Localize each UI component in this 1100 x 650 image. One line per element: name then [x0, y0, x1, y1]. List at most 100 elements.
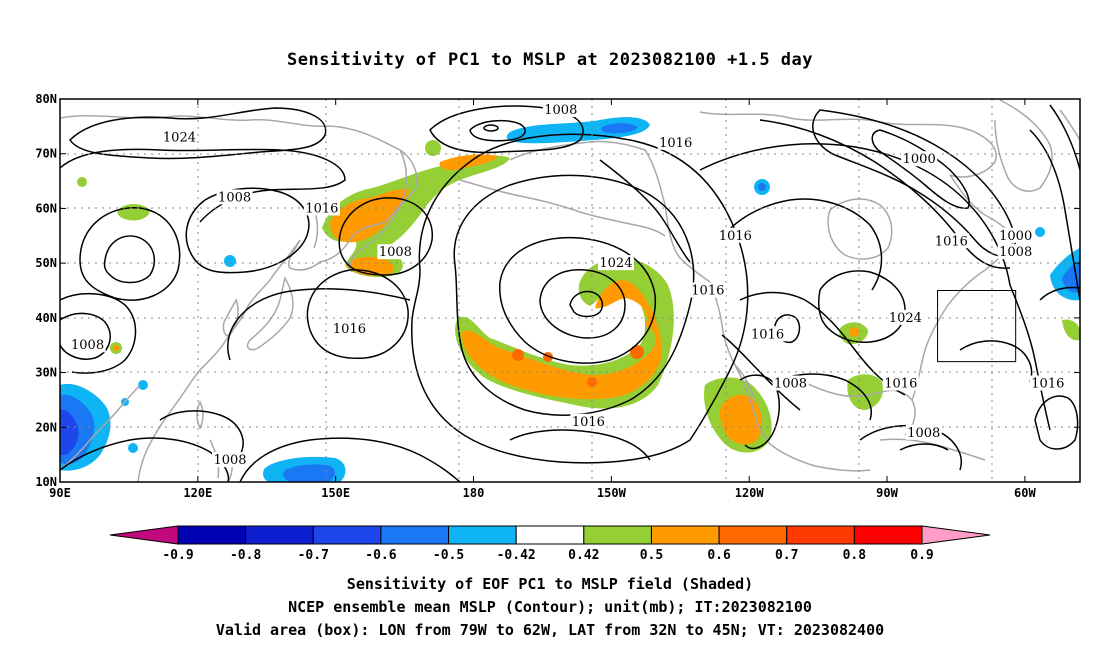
coastline-east-us: [911, 239, 1016, 401]
contour-label-bg: [216, 189, 253, 205]
shade-orange-pacific: [461, 280, 662, 400]
contour-central-pacific-low: [509, 429, 651, 461]
shade-negative-spot: [1035, 227, 1045, 237]
shade-negative-arctic-core: [601, 123, 638, 134]
colorbar-label: 0.5: [640, 548, 663, 563]
shade-orange-ne-us: [849, 327, 859, 337]
lon-tick-label: 180: [463, 486, 485, 500]
contour-label-bg: [933, 233, 970, 249]
coastline-north-america-west: [709, 281, 871, 472]
contour-label: 1016: [333, 322, 366, 337]
contour-label-bg: [597, 255, 634, 271]
contour-north-america-1016: [699, 142, 1011, 286]
lon-tick-label: 120E: [183, 486, 212, 500]
colorbar-swatch: [853, 525, 923, 545]
coastline-taiwan: [196, 400, 204, 430]
contour-label: 1008: [999, 245, 1032, 260]
colorbar-label: -0.7: [298, 548, 329, 563]
colorbar: -0.9 -0.8 -0.7 -0.6 -0.5 -0.42 0.42 0.5 0.6 0.7 0.…: [109, 525, 991, 563]
contour-small-low: [483, 124, 499, 132]
shade-red-spot: [587, 377, 597, 387]
contour-india-ring: [60, 292, 137, 374]
contour-label-bg: [570, 413, 607, 429]
lat-tick-label: 80N: [35, 92, 57, 106]
contour-okhotsk-1008: [338, 197, 433, 276]
contour-label: 1000: [903, 152, 936, 167]
colorbar-labels: -0.9 -0.8 -0.7 -0.6 -0.5 -0.42 0.42 0.5 0.6 0.7 0.…: [162, 548, 933, 563]
contour-label: 1024: [163, 130, 196, 145]
lon-tick-label: 150W: [597, 486, 627, 500]
contour-label: 1016: [691, 284, 724, 299]
contour-label: 1008: [907, 426, 940, 441]
contour-label-bg: [303, 200, 340, 216]
contour-label-bg: [377, 244, 414, 260]
contour-asia-low: [79, 206, 181, 301]
contour-label: 1016: [884, 377, 917, 392]
colorbar-swatch: [380, 525, 450, 545]
lat-tick-label: 30N: [35, 366, 57, 380]
mslp-contours: [60, 104, 1080, 482]
contour-east-atlantic-ring: [1034, 395, 1079, 450]
contour-label: 1024: [599, 256, 632, 271]
contour-label-bg: [901, 151, 938, 167]
contour-label-bg: [69, 337, 106, 353]
coastline-aleutians: [459, 179, 666, 237]
shade-positive-gulf: [847, 374, 884, 410]
shade-negative-india-deep: [60, 409, 79, 455]
contour-atlantic-ring-2: [1049, 104, 1080, 171]
contour-label: 1008: [218, 190, 251, 205]
coastlines: [60, 99, 1080, 482]
shade-negative-spot: [224, 255, 236, 267]
shade-red-spot: [630, 345, 644, 359]
shade-red-spot: [512, 349, 524, 361]
contour-label: 1024: [889, 311, 922, 326]
contour-west-pacific-1016: [306, 269, 409, 360]
contour-aleutian-low: [429, 105, 584, 154]
shade-negative-spot: [758, 183, 766, 191]
latitude-axis: 80N 70N 60N 50N 40N 30N 20N 10N: [35, 92, 1080, 489]
lat-tick-label: 20N: [35, 420, 57, 434]
contour-atlantic-ring: [1029, 129, 1080, 301]
shade-negative-west-pacific-core: [283, 464, 336, 482]
lon-tick-label: 120W: [735, 486, 765, 500]
colorbar-swatch: [515, 525, 585, 545]
colorbar-swatch: [312, 525, 382, 545]
contour-south-asia-ring: [159, 410, 244, 456]
footer-line-contour: NCEP ensemble mean MSLP (Contour); unit(…: [288, 598, 812, 616]
colorbar-left-arrow: [109, 525, 179, 545]
colorbar-label: -0.5: [433, 548, 464, 563]
contour-label: 1000: [999, 229, 1032, 244]
shade-negative-spot: [138, 380, 148, 390]
contour-siberia-1024: [69, 107, 327, 160]
contour-label-bg: [997, 227, 1034, 243]
colorbar-swatch: [718, 525, 788, 545]
lat-tick-label: 60N: [35, 201, 57, 215]
coastline-baja: [734, 364, 756, 403]
contour-east-pacific-1016: [719, 198, 883, 291]
contour-label-bg: [657, 134, 694, 150]
contour-mexico-1008: [739, 374, 780, 450]
colorbar-label: -0.9: [162, 548, 193, 563]
contour-us-wave: [739, 291, 906, 396]
shade-positive-kamchatka: [322, 155, 510, 277]
contour-label: 1008: [379, 245, 412, 260]
contour-label: 1008: [71, 338, 104, 353]
colorbar-swatch: [786, 525, 855, 545]
coastline-southeast-asia: [60, 384, 141, 471]
contour-label: 1016: [572, 415, 605, 430]
contour-canada-1000: [812, 109, 1016, 258]
colorbar-label: -0.6: [365, 548, 396, 563]
contour-us-1024: [817, 270, 906, 343]
contour-subtropical-high: [453, 174, 695, 416]
lon-tick-label: 150E: [321, 486, 350, 500]
colorbar-label: -0.8: [230, 548, 261, 563]
contour-label-bg: [772, 375, 809, 391]
colorbar-label: -0.42: [497, 548, 536, 563]
coastline-kamchatka: [349, 149, 408, 273]
contour-label-bg: [331, 320, 368, 336]
contour-label: 1016: [305, 201, 338, 216]
colorbar-swatch: [177, 525, 247, 545]
lat-tick-label: 10N: [35, 475, 57, 489]
contour-label: 1008: [213, 453, 246, 468]
